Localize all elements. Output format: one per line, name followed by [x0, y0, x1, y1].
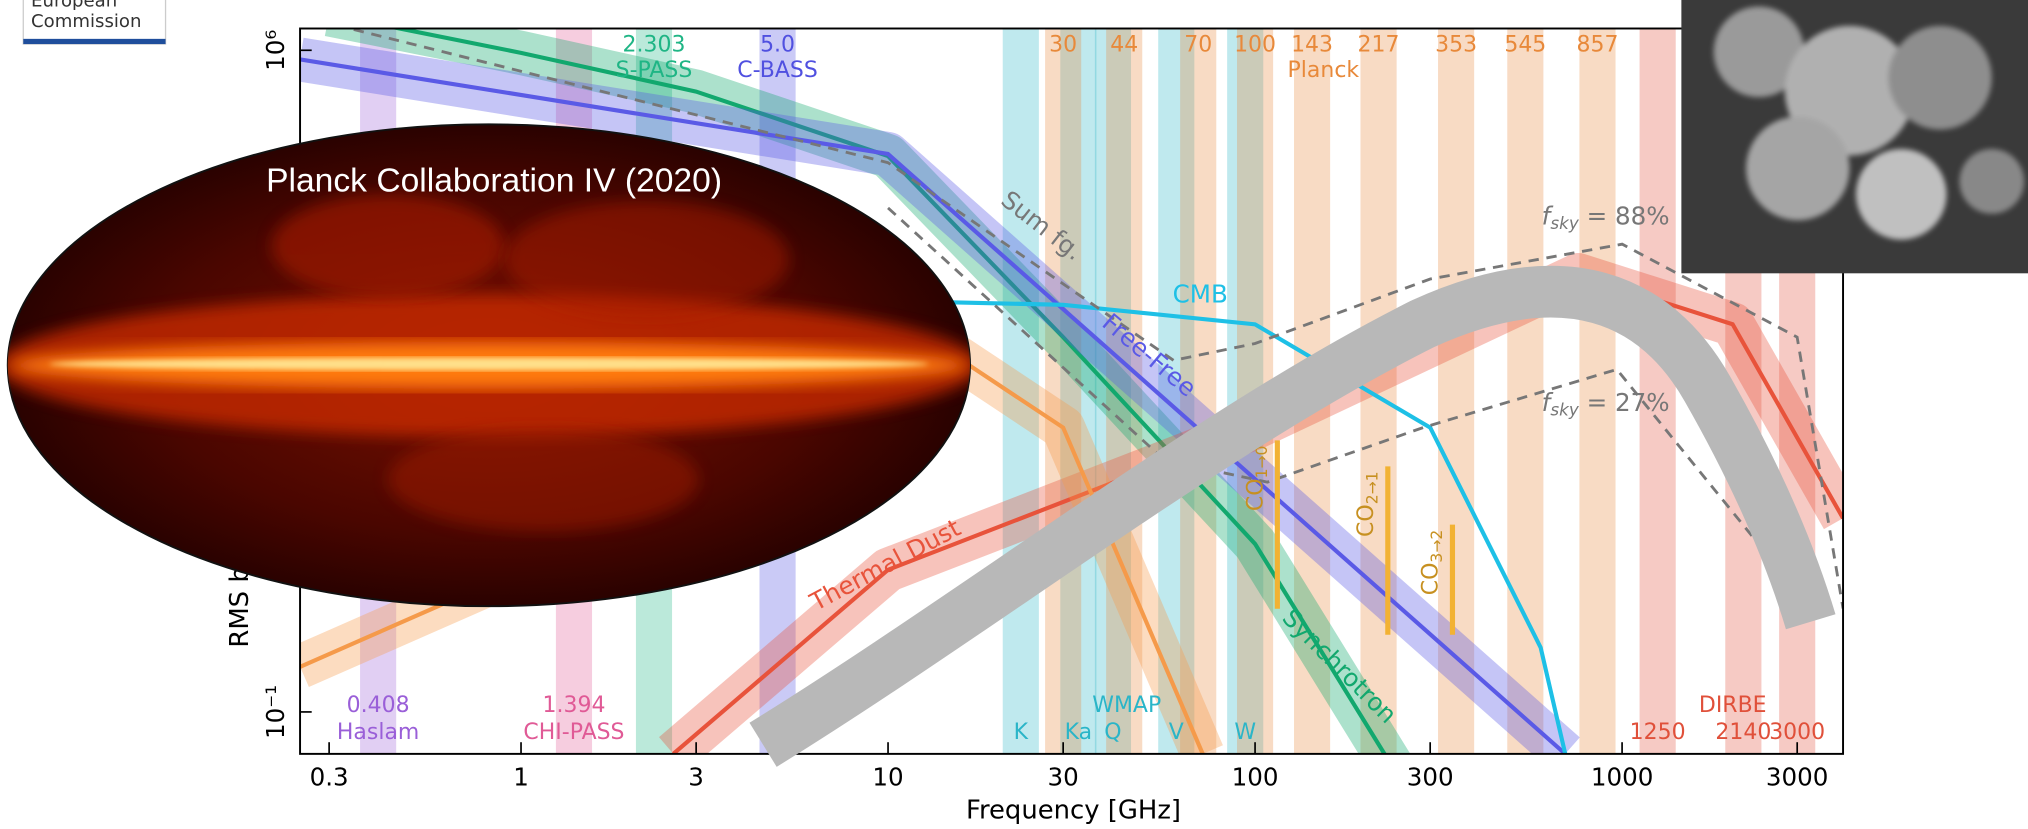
- x-tick-label: 1: [513, 762, 529, 791]
- band-strip: [1579, 28, 1616, 754]
- band-label: 44: [1110, 32, 1138, 57]
- band-strip: [1507, 28, 1544, 754]
- band-label: 2140: [1715, 720, 1771, 745]
- y-tick-label: 10⁻¹: [261, 685, 290, 739]
- band-group-name: C-BASS: [737, 58, 818, 83]
- co-label-main: CO: [1244, 478, 1269, 511]
- band-label: 70: [1184, 32, 1212, 57]
- x-tick-label: 3: [688, 762, 704, 791]
- band-group-name: Planck: [1288, 58, 1360, 83]
- fsky-subscript: sky: [1550, 400, 1579, 420]
- series-line: [353, 28, 1844, 609]
- map-emission: [7, 194, 971, 532]
- x-tick-label: 30: [1048, 762, 1079, 791]
- band-label: K: [1014, 720, 1029, 745]
- co-label-sub: 2→1: [1363, 471, 1381, 504]
- sem-image: [1681, 0, 2028, 274]
- band-strip: [1045, 28, 1082, 754]
- co-label: CO3→2: [1419, 530, 1446, 595]
- band-group-name: CHI-PASS: [523, 720, 624, 745]
- co-label: CO2→1: [1354, 471, 1381, 536]
- co-label-sub: 1→0: [1252, 446, 1270, 479]
- band-label: 100: [1234, 32, 1276, 57]
- co-label: CO1→0: [1244, 446, 1271, 511]
- band-strip: [1639, 28, 1676, 754]
- x-tick-label: 1000: [1591, 762, 1654, 791]
- logo-bar: [23, 38, 166, 45]
- fsky-symbol: f: [1542, 388, 1554, 417]
- band-label: 30: [1049, 32, 1077, 57]
- x-tick-label: 300: [1407, 762, 1454, 791]
- axes: [300, 49, 1799, 754]
- x-tick-label: 3000: [1766, 762, 1829, 791]
- band-label: Ka: [1065, 720, 1093, 745]
- band-label: Q: [1104, 720, 1121, 745]
- x-tick-label: 0.3: [310, 762, 349, 791]
- y-tick-label: 10⁶: [261, 30, 290, 71]
- band-label: 143: [1291, 32, 1333, 57]
- band-label: 0.408: [347, 693, 410, 718]
- x-tick-label: 10: [872, 762, 903, 791]
- fsky-label: fsky = 88%: [1542, 202, 1670, 233]
- band-strip: [1158, 28, 1195, 754]
- galaxy-map: Planck Collaboration IV (2020): [6, 123, 971, 608]
- band-group-name: WMAP: [1092, 693, 1161, 718]
- co-label-main: CO: [1419, 563, 1444, 596]
- fsky-value: = 88%: [1579, 202, 1670, 231]
- co-label-sub: 3→2: [1427, 530, 1445, 563]
- logo-text: Commission: [31, 11, 141, 32]
- band-label: 217: [1358, 32, 1400, 57]
- band-label: 1250: [1630, 720, 1686, 745]
- logo-box: [22, 0, 167, 45]
- x-axis-label: Frequency [GHz]: [966, 795, 1181, 825]
- band-label: 5.0: [760, 32, 795, 57]
- band-label: 353: [1435, 32, 1477, 57]
- fsky-value: = 27%: [1579, 388, 1670, 417]
- logo: European Commission: [22, 0, 167, 45]
- series-line: [300, 57, 1567, 754]
- x-tick-label: 100: [1232, 762, 1279, 791]
- map-title: Planck Collaboration IV (2020): [266, 163, 722, 200]
- band-label: 3000: [1769, 720, 1825, 745]
- band-group-name: DIRBE: [1699, 693, 1767, 718]
- series-label: CMB: [1173, 279, 1228, 308]
- logo-text: European: [31, 0, 117, 11]
- fsky-symbol: f: [1542, 202, 1554, 231]
- band-strip: [1180, 28, 1217, 754]
- fsky-subscript: sky: [1550, 213, 1579, 233]
- band-label: V: [1169, 720, 1184, 745]
- band-label: 545: [1504, 32, 1546, 57]
- band-label: 1.394: [543, 693, 606, 718]
- band-group-name: Haslam: [337, 720, 419, 745]
- band-strip: [1438, 28, 1475, 754]
- band-label: 2.303: [623, 32, 686, 57]
- band-label: 857: [1577, 32, 1619, 57]
- series-line: [887, 206, 1813, 610]
- overlay-stroke: [749, 265, 1836, 767]
- band-group-name: S-PASS: [616, 58, 693, 83]
- fsky-label: fsky = 27%: [1542, 388, 1670, 419]
- band-label: W: [1234, 720, 1256, 745]
- co-label-main: CO: [1354, 504, 1379, 537]
